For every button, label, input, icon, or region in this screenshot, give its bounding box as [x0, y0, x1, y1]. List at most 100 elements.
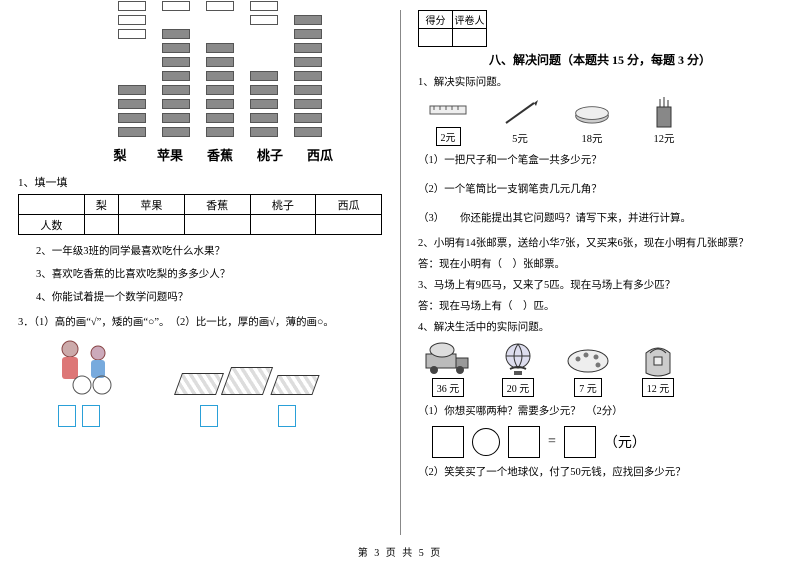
r-q1-3: （3） 你还能提出其它问题吗？请写下来，并进行计算。: [418, 210, 782, 225]
bar-filled: [162, 85, 190, 95]
item-truck: 36 元: [422, 340, 474, 397]
bar-empty: [118, 29, 146, 39]
bar-filled: [294, 57, 322, 67]
bar-filled: [162, 127, 190, 137]
bar-empty: [206, 1, 234, 11]
table-cell[interactable]: [84, 215, 118, 235]
bar-filled: [250, 127, 278, 137]
fruit-bar-chart: [58, 14, 382, 139]
bar-filled: [294, 99, 322, 109]
pencase-icon: [572, 99, 612, 129]
bar-filled: [250, 113, 278, 123]
bar-filled: [294, 71, 322, 81]
bar-column: [206, 1, 234, 139]
fill-title: 1、填一填: [18, 174, 382, 190]
answer-squares: [58, 405, 382, 427]
eq-box[interactable]: [564, 426, 596, 458]
equation-row: = （元）: [432, 426, 782, 458]
bar-filled: [118, 99, 146, 109]
r-q2: 2、小明有14张邮票，送给小华7张，又买来6张，现在小明有几张邮票？: [418, 235, 782, 250]
bar-filled: [294, 43, 322, 53]
compare-row: [48, 335, 382, 395]
page-footer: 第 3 页 共 5 页: [0, 544, 800, 559]
answer-box[interactable]: [200, 405, 218, 427]
bar-filled: [250, 85, 278, 95]
price: 5元: [512, 131, 528, 146]
r-q1-1: （1）一把尺子和一个笔盒一共多少元？: [418, 152, 782, 167]
bar-filled: [118, 85, 146, 95]
items-row-2: 36 元 20 元 7 元 12 元: [422, 340, 782, 397]
left-column: 梨苹果香蕉桃子西瓜 1、填一填 梨苹果香蕉桃子西瓜 人数 2、一年级3班的同学最…: [0, 0, 400, 540]
price: 18元: [582, 131, 603, 146]
axis-label: 梨: [106, 145, 134, 164]
question-3: 3、喜欢吃香蕉的比喜欢吃梨的多多少人？: [36, 266, 382, 281]
item-pen: 5元: [500, 99, 540, 146]
penholder-icon: [644, 99, 684, 129]
r-q4-2: （2）笑笑买了一个地球仪，付了50元钱，应找回多少元？: [418, 464, 782, 479]
r-q1: 1、解决实际问题。: [418, 74, 782, 89]
bar-filled: [294, 29, 322, 39]
grader-cell[interactable]: [453, 29, 487, 47]
bar-empty: [162, 1, 190, 11]
item-bag: 12 元: [632, 340, 684, 397]
table-cell[interactable]: [184, 215, 250, 235]
ruler-icon: [428, 95, 468, 125]
score-label: 得分: [419, 11, 453, 29]
axis-label: 西瓜: [306, 145, 334, 164]
price: 36 元: [432, 378, 465, 397]
answer-box[interactable]: [58, 405, 76, 427]
bar-filled: [118, 113, 146, 123]
table-cell[interactable]: [316, 215, 382, 235]
bar-filled: [206, 85, 234, 95]
bar-filled: [250, 99, 278, 109]
table-col-header: 桃子: [250, 195, 316, 215]
table-cell[interactable]: [250, 215, 316, 235]
bar-filled: [294, 127, 322, 137]
r-q4-1: （1）你想买哪两种？需要多少元？ （2分）: [418, 403, 782, 418]
bar-filled: [250, 71, 278, 81]
table-col-header: 西瓜: [316, 195, 382, 215]
pen-icon: [500, 99, 540, 129]
bar-filled: [162, 71, 190, 81]
r-q4: 4、解决生活中的实际问题。: [418, 319, 782, 334]
bar-empty: [250, 1, 278, 11]
table-col-header: 香蕉: [184, 195, 250, 215]
table-corner: [19, 195, 85, 215]
fruit-count-table: 梨苹果香蕉桃子西瓜 人数: [18, 194, 382, 235]
bar-column: [118, 1, 146, 139]
eq-box[interactable]: [508, 426, 540, 458]
chart-axis-labels: 梨苹果香蕉桃子西瓜: [58, 145, 382, 164]
score-table: 得分 评卷人: [418, 10, 487, 47]
table-row-label: 人数: [19, 215, 85, 235]
bar-filled: [162, 99, 190, 109]
bar-filled: [206, 99, 234, 109]
table-cell[interactable]: [119, 215, 185, 235]
price: 2元: [436, 127, 461, 146]
answer-box[interactable]: [82, 405, 100, 427]
bar-column: [294, 1, 322, 139]
grader-label: 评卷人: [453, 11, 487, 29]
eq-equals: =: [548, 434, 556, 450]
bag-icon: [632, 340, 684, 378]
column-divider: [400, 10, 401, 535]
table-col-header: 梨: [84, 195, 118, 215]
eq-box[interactable]: [432, 426, 464, 458]
right-column: 得分 评卷人 八、解决问题（本题共 15 分，每题 3 分） 1、解决实际问题。…: [400, 0, 800, 540]
bar-empty: [118, 1, 146, 11]
eq-op-circle[interactable]: [472, 428, 500, 456]
question-3-compare: 3．（1）高的画“√”，矮的画“○”。 （2）比一比，厚的画√，薄的画○。: [18, 314, 382, 329]
bar-filled: [206, 113, 234, 123]
table-col-header: 苹果: [119, 195, 185, 215]
truck-icon: [422, 340, 474, 378]
bar-filled: [206, 71, 234, 81]
question-2: 2、一年级3班的同学最喜欢吃什么水果？: [36, 243, 382, 258]
bar-filled: [294, 15, 322, 25]
bar-filled: [118, 127, 146, 137]
item-globe: 20 元: [492, 340, 544, 397]
item-palette: 7 元: [562, 340, 614, 397]
score-cell[interactable]: [419, 29, 453, 47]
item-ruler: 2元: [428, 95, 468, 146]
books-icon: [178, 367, 316, 395]
bar-filled: [206, 127, 234, 137]
answer-box[interactable]: [278, 405, 296, 427]
